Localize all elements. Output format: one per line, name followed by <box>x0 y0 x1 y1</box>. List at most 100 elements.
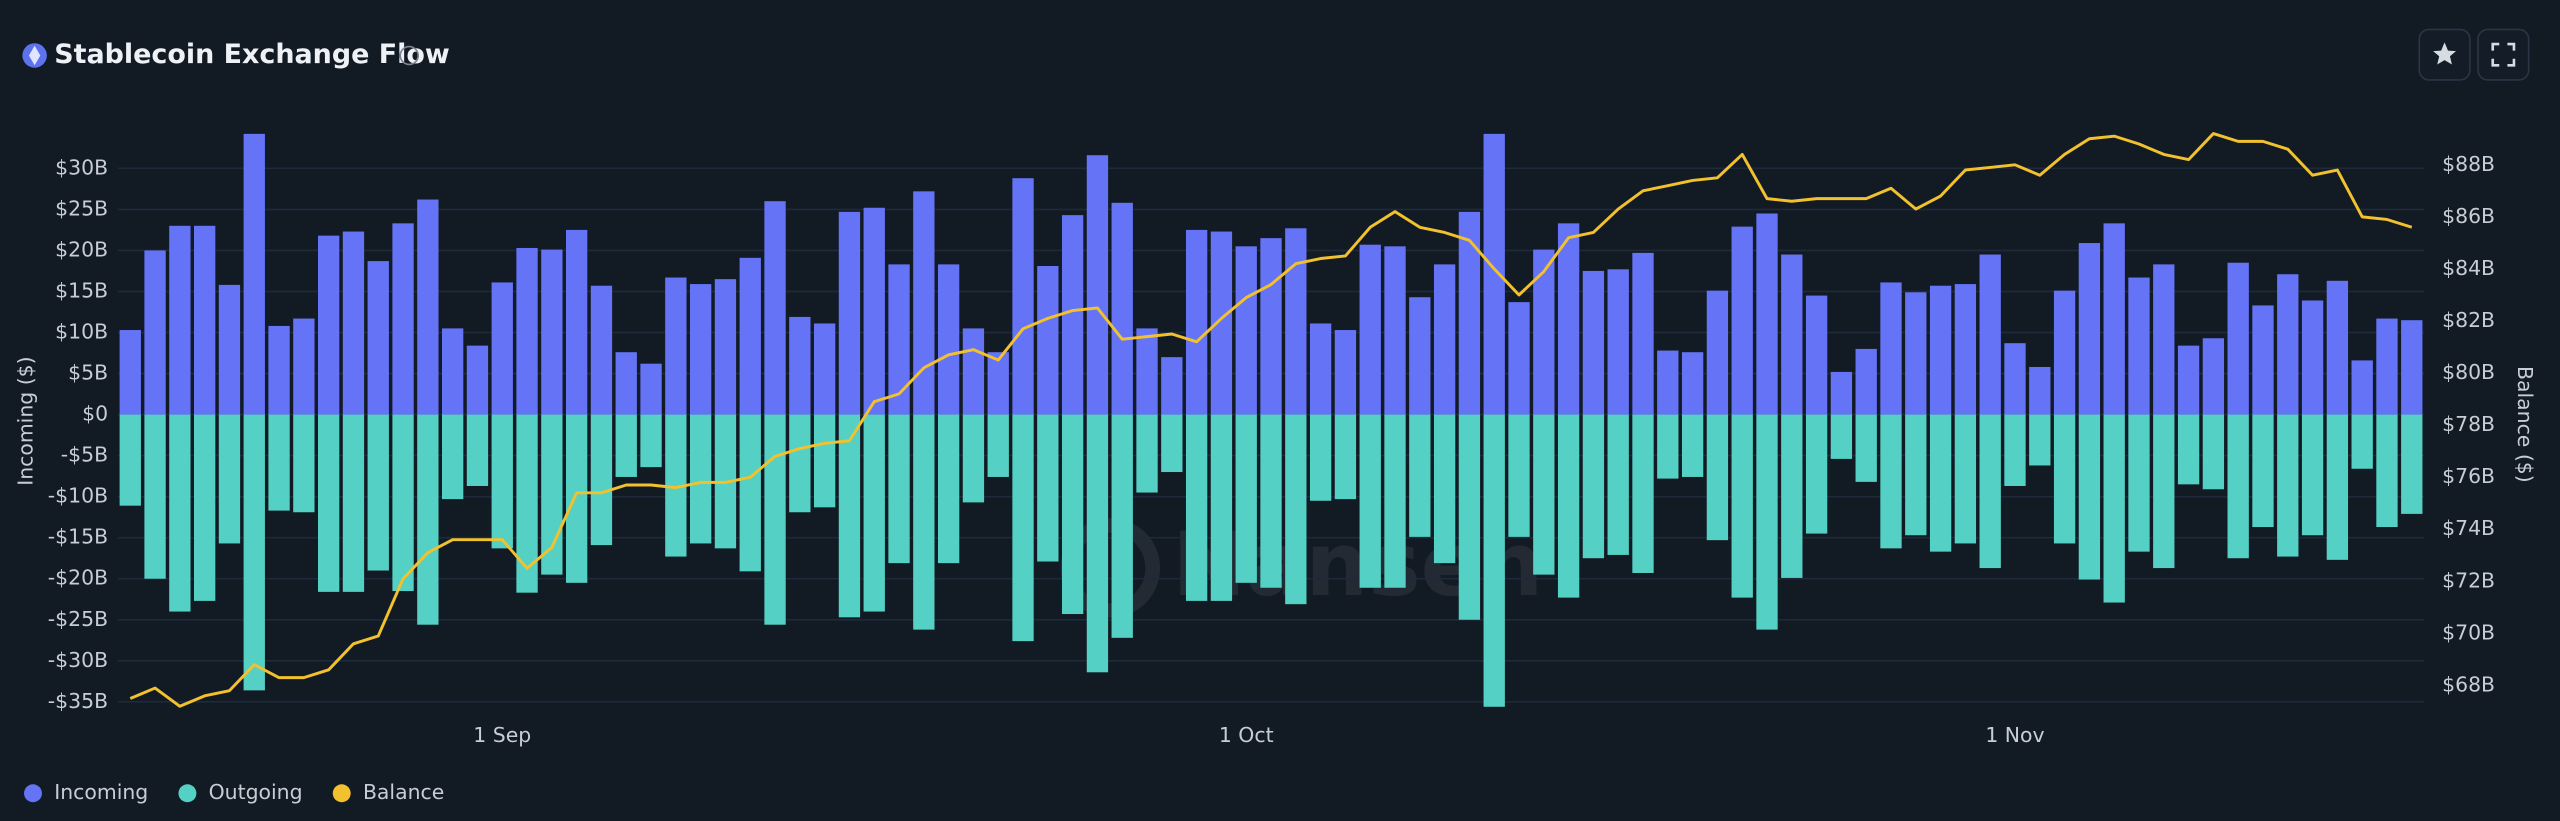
bar <box>962 414 985 503</box>
y-tick-label: $5B <box>68 361 108 385</box>
bar <box>1929 285 1952 415</box>
bar <box>441 328 464 415</box>
logo-glyph <box>28 45 41 66</box>
y-tick-label: -$35B <box>48 689 108 713</box>
y2-axis-label: Balance ($) <box>2513 366 2537 483</box>
fullscreen-button[interactable] <box>2477 28 2530 81</box>
bar <box>367 261 389 415</box>
bar <box>1235 414 1257 583</box>
bar <box>689 284 712 415</box>
bar <box>441 414 464 500</box>
y-tick-label: $25B <box>55 196 108 220</box>
bar <box>1458 211 1481 415</box>
bar <box>1260 238 1282 415</box>
bar <box>268 325 290 415</box>
bar <box>2202 338 2225 415</box>
y-tick-label: -$15B <box>48 525 108 549</box>
bar <box>293 414 315 513</box>
bar <box>2252 305 2274 415</box>
bar <box>1285 228 1307 415</box>
y2-tick-label: $88B <box>2442 152 2495 176</box>
y-tick-label: $30B <box>55 155 108 179</box>
fullscreen-icon <box>2491 42 2516 67</box>
x-tick-label: 1 Oct <box>1219 723 1274 747</box>
y2-tick-label: $76B <box>2442 464 2495 488</box>
bar <box>1037 414 1059 562</box>
bar <box>466 345 489 415</box>
bar <box>1111 202 1133 415</box>
bar <box>194 414 216 601</box>
bar <box>1979 414 2001 569</box>
watermark-text: Nansen <box>1172 513 1543 616</box>
bar <box>1557 414 1580 598</box>
legend-label: Incoming <box>54 780 148 804</box>
y2-tick-label: $74B <box>2442 516 2495 540</box>
bar <box>1781 414 1803 578</box>
bar <box>1905 292 1927 415</box>
bar <box>640 363 662 415</box>
bar <box>1880 282 1902 415</box>
bar <box>1632 414 1654 573</box>
bar <box>838 211 861 415</box>
y2-tick-label: $68B <box>2442 672 2495 696</box>
bar <box>1954 284 1977 415</box>
bar <box>392 223 414 415</box>
bar <box>1012 414 1034 642</box>
bar <box>541 249 563 415</box>
legend-swatch <box>178 784 197 803</box>
bar <box>863 207 885 415</box>
line <box>129 132 2413 708</box>
bar <box>714 279 737 415</box>
bar <box>1334 330 1357 415</box>
bar <box>1706 414 1729 541</box>
bar <box>1185 414 1208 601</box>
bar <box>218 284 241 415</box>
bar <box>2227 262 2249 415</box>
bar <box>2277 414 2299 557</box>
bar <box>1805 414 1828 534</box>
y-axis-label: Incoming ($) <box>13 356 37 485</box>
bar <box>466 414 489 486</box>
bar <box>1880 414 1902 549</box>
bar <box>293 318 315 415</box>
bar <box>987 414 1009 477</box>
bar <box>491 282 513 415</box>
bar <box>1607 414 1629 555</box>
bar <box>2153 414 2175 569</box>
bar <box>1210 414 1233 601</box>
bar <box>2376 318 2398 415</box>
bar <box>2351 360 2373 415</box>
bar <box>516 247 538 415</box>
bar <box>813 323 836 415</box>
bar <box>1285 414 1307 605</box>
bar <box>2301 300 2324 415</box>
bar <box>1012 178 1034 415</box>
watermark: Nansen <box>1060 513 1543 618</box>
bar <box>2177 414 2200 485</box>
star-icon <box>2433 42 2457 65</box>
bar <box>1161 357 1183 415</box>
bar <box>1781 254 1803 415</box>
info-icon[interactable] <box>399 45 420 66</box>
bar <box>2351 414 2373 469</box>
bar <box>2326 414 2349 560</box>
bar <box>1954 414 1977 544</box>
bar <box>2252 414 2274 528</box>
bar <box>1086 155 1109 415</box>
bar <box>1210 231 1233 415</box>
bar <box>1657 350 1679 415</box>
bar <box>2128 277 2150 415</box>
bar <box>2103 414 2125 603</box>
bar <box>1086 414 1109 673</box>
bar <box>516 414 538 593</box>
bar <box>615 414 637 477</box>
bar <box>615 352 637 415</box>
bar <box>2053 290 2076 415</box>
bar <box>813 414 836 508</box>
bar <box>1334 414 1357 500</box>
bar <box>317 235 340 415</box>
bar <box>1731 226 1753 415</box>
y-tick-label: $0 <box>82 402 108 426</box>
bar <box>1632 252 1654 415</box>
bar <box>1533 414 1555 575</box>
